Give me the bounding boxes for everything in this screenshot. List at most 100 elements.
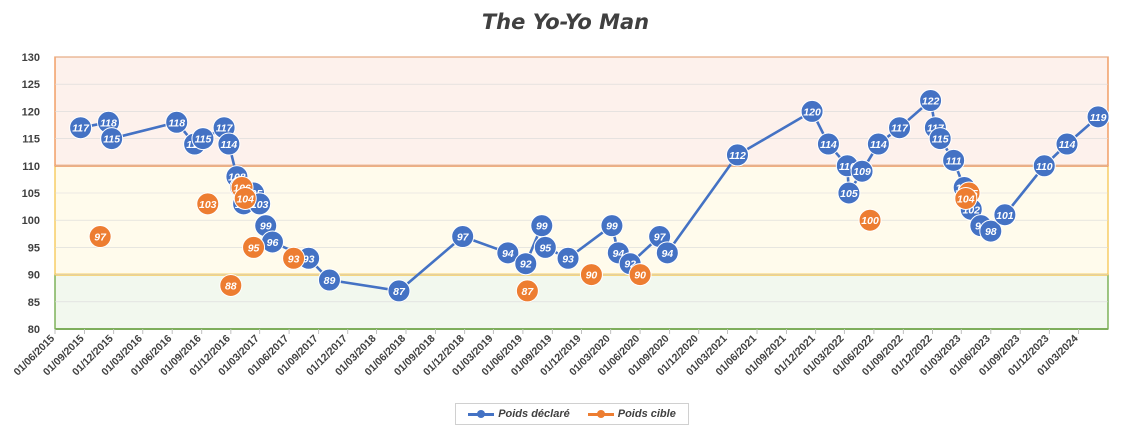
data-point-poids-cible — [88, 225, 112, 249]
data-point-poids-declare — [800, 99, 824, 123]
data-label: 87 — [393, 286, 406, 298]
data-label: 90 — [586, 270, 598, 282]
data-label: 93 — [562, 253, 574, 265]
y-tick-label: 90 — [28, 270, 40, 282]
data-point-poids-declare — [816, 132, 840, 156]
data-point-poids-declare — [191, 127, 215, 151]
data-point-poids-declare — [165, 110, 189, 134]
data-label: 104 — [957, 193, 975, 205]
data-point-poids-declare — [979, 219, 1003, 243]
data-point-poids-declare — [993, 203, 1017, 227]
y-tick-label: 120 — [22, 106, 40, 118]
data-label: 117 — [891, 123, 909, 135]
data-label: 109 — [853, 166, 871, 178]
data-point-poids-declare — [451, 225, 475, 249]
data-point-poids-declare — [387, 279, 411, 303]
data-label: 115 — [103, 134, 120, 146]
data-point-poids-cible — [242, 235, 266, 259]
data-point-poids-cible — [628, 263, 652, 287]
data-label: 95 — [539, 242, 551, 254]
y-tick-label: 115 — [22, 134, 40, 146]
data-point-poids-cible — [515, 279, 539, 303]
legend: Poids déclaré Poids cible — [455, 403, 689, 425]
data-point-poids-declare — [69, 116, 93, 140]
data-label: 115 — [932, 134, 949, 146]
legend-swatch-orange — [587, 409, 614, 418]
y-tick-label: 100 — [22, 215, 40, 227]
data-label: 120 — [803, 106, 821, 118]
data-point-poids-declare — [533, 235, 557, 259]
data-point-poids-declare — [850, 159, 874, 183]
data-point-poids-declare — [725, 143, 749, 167]
data-label: 97 — [457, 232, 470, 244]
y-tick-label: 130 — [22, 52, 40, 64]
chart-title: The Yo-Yo Man — [481, 10, 650, 34]
data-label: 100 — [861, 215, 879, 227]
data-label: 95 — [248, 242, 260, 254]
y-tick-label: 125 — [22, 79, 40, 91]
legend-item-poids-cible: Poids cible — [587, 408, 676, 420]
data-label: 104 — [236, 193, 254, 205]
data-label: 101 — [996, 210, 1014, 222]
data-point-poids-declare — [888, 116, 912, 140]
data-label: 93 — [288, 253, 300, 265]
data-point-poids-declare — [100, 127, 124, 151]
data-point-poids-declare — [1032, 154, 1056, 178]
data-label: 111 — [946, 155, 962, 167]
data-label: 114 — [870, 139, 887, 151]
y-tick-label: 95 — [28, 242, 40, 254]
data-point-poids-declare — [919, 89, 943, 113]
data-label: 99 — [536, 221, 548, 233]
data-point-poids-cible — [954, 186, 978, 210]
data-point-poids-cible — [282, 246, 306, 270]
data-point-poids-declare — [655, 241, 679, 265]
data-label: 88 — [225, 280, 237, 292]
data-label: 105 — [840, 188, 858, 200]
data-point-poids-declare — [837, 181, 861, 205]
data-label: 118 — [100, 117, 117, 129]
data-point-poids-declare — [1055, 132, 1079, 156]
data-point-poids-declare — [317, 268, 341, 292]
data-label: 118 — [168, 117, 185, 129]
data-label: 94 — [661, 248, 673, 260]
data-point-poids-cible — [579, 263, 603, 287]
data-label: 94 — [502, 248, 514, 260]
data-point-poids-declare — [928, 127, 952, 151]
data-label: 114 — [1059, 139, 1076, 151]
data-point-poids-declare — [217, 132, 241, 156]
data-label: 97 — [654, 232, 667, 244]
legend-label: Poids cible — [617, 408, 676, 420]
data-point-poids-declare — [600, 214, 624, 238]
data-point-poids-declare — [496, 241, 520, 265]
data-label: 87 — [522, 286, 535, 298]
legend-item-poids-declare: Poids déclaré — [468, 408, 570, 420]
y-tick-label: 85 — [28, 297, 40, 309]
data-label: 122 — [922, 96, 940, 108]
data-point-poids-declare — [556, 246, 580, 270]
data-label: 96 — [267, 237, 279, 249]
data-label: 92 — [624, 259, 636, 271]
data-label: 119 — [1090, 112, 1107, 124]
data-label: 117 — [72, 123, 90, 135]
data-label: 99 — [260, 221, 272, 233]
data-label: 117 — [216, 123, 234, 135]
data-label: 112 — [729, 150, 746, 162]
data-point-poids-declare — [1086, 105, 1110, 129]
data-label: 115 — [195, 134, 212, 146]
data-label: 97 — [94, 232, 107, 244]
data-label: 99 — [606, 221, 618, 233]
data-label: 98 — [985, 226, 997, 238]
y-tick-label: 80 — [28, 324, 40, 336]
data-point-poids-cible — [233, 186, 257, 210]
data-label: 90 — [634, 270, 646, 282]
y-tick-label: 110 — [22, 161, 40, 173]
data-label: 114 — [221, 139, 238, 151]
y-tick-label: 105 — [22, 188, 40, 200]
data-point-poids-cible — [219, 273, 243, 297]
data-point-poids-cible — [858, 208, 882, 232]
data-point-poids-declare — [942, 148, 966, 172]
data-label: 103 — [199, 199, 217, 211]
data-point-poids-declare — [514, 252, 538, 276]
